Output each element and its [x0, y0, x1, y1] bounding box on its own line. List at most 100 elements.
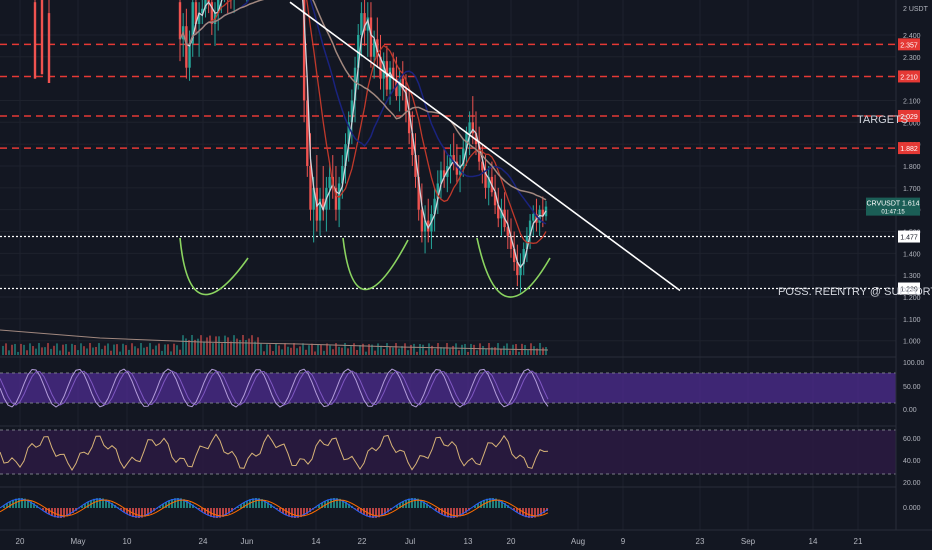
candle-body [497, 205, 500, 219]
candle-body [487, 176, 490, 188]
countdown-label: 01:47:15 [881, 210, 905, 216]
volume-bar [401, 346, 403, 355]
volume-bar [59, 350, 61, 355]
volume-bar [287, 346, 289, 355]
volume-bar [380, 345, 382, 355]
horizontal-levels[interactable] [0, 43, 896, 290]
rsi-line [0, 433, 549, 471]
macd-histogram-bar [231, 508, 233, 512]
macd-histogram-bar [462, 508, 464, 515]
macd-histogram-bar [150, 508, 152, 514]
macd-histogram-bar [96, 498, 98, 508]
candle-body [347, 122, 350, 145]
volume-bars [0, 329, 549, 355]
candle-body [207, 0, 210, 3]
time-axis[interactable]: 20 May 10 24 Jun 14 22 Jul 13 20 Aug 9 23 Sep 14 21 [16, 537, 863, 546]
volume-bar [491, 347, 493, 355]
volume-bar [98, 343, 100, 355]
candle-body [388, 67, 392, 90]
macd-histogram-bar [222, 508, 224, 517]
candle-body [185, 26, 188, 68]
volume-bar [512, 344, 514, 355]
volume-bar [269, 344, 271, 355]
candle-body [322, 198, 325, 210]
macd-histogram-bar [105, 499, 107, 508]
volume-bar [464, 343, 466, 355]
macd-histogram-bar [123, 508, 125, 513]
volume-bar [320, 344, 322, 355]
candle-body [328, 176, 331, 188]
volume-bar [122, 343, 124, 355]
macd-histogram-bar [528, 508, 530, 518]
macd-histogram-bar [330, 498, 332, 508]
indicator-tick-label: 100.00 [903, 360, 925, 367]
macd-histogram-bar [3, 505, 5, 508]
candle-body [411, 133, 414, 156]
macd-histogram-bar [435, 508, 437, 511]
candle-body [484, 170, 487, 188]
volume-bar [317, 344, 319, 355]
macd-histogram-bar [285, 508, 287, 516]
macd-histogram-bar [189, 502, 191, 508]
support-label-box [898, 230, 920, 243]
volume-bar [266, 344, 268, 355]
volume-bar [461, 344, 463, 355]
macd-histogram-bar [72, 508, 74, 513]
macd-histogram-bar [357, 508, 359, 511]
macd-histogram-bar [477, 503, 479, 508]
price-tick-label: 1.000 [903, 339, 921, 346]
candle-body [350, 100, 354, 123]
candle-body [40, 0, 44, 75]
right-shoulder-arc [476, 237, 551, 298]
macd-histogram-bar [348, 503, 350, 508]
candle-body [357, 34, 360, 68]
volume-bar [65, 344, 67, 355]
macd-histogram-bar [174, 498, 176, 508]
volume-bar [137, 348, 139, 355]
macd-histogram-bar [384, 508, 386, 515]
volume-bar [356, 349, 358, 355]
volume-bar [353, 343, 355, 355]
volume-bar [233, 335, 235, 355]
volume-bar [104, 345, 106, 355]
volume-bar [164, 344, 166, 355]
macd-histogram-bar [465, 508, 467, 513]
macd-histogram-bar [291, 508, 293, 518]
macd-histogram-bar [171, 499, 173, 508]
candle-body [541, 209, 545, 217]
volume-bar [338, 346, 340, 355]
trendline[interactable] [289, 1, 681, 292]
macd-histogram-bar [456, 508, 458, 518]
volume-bar [149, 343, 151, 355]
candle-body [512, 248, 516, 263]
price-tick-label: 1.700 [903, 186, 921, 193]
indicator-tick-label: 40.00 [903, 458, 921, 465]
volume-bar [344, 343, 346, 355]
macd-histogram-bar [495, 498, 497, 508]
candle-body [449, 155, 452, 166]
volume-bar [395, 343, 397, 355]
volume-bar [299, 346, 301, 355]
ma-long-line [179, 0, 547, 201]
target-label: 1.882 [900, 146, 918, 153]
volume-bar [47, 343, 49, 355]
macd-histogram-bar [69, 508, 71, 515]
volume-ma [0, 329, 549, 351]
macd-histogram-bar [57, 508, 59, 518]
price-tick-label: 1.400 [903, 251, 921, 258]
time-tick-label: 14 [809, 537, 818, 546]
volume-bar [278, 345, 280, 355]
volume-bar [83, 346, 85, 355]
macd-histogram-bar [180, 498, 182, 508]
volume-bar [173, 343, 175, 355]
target-label-box [898, 38, 920, 51]
volume-bar [56, 343, 58, 355]
volume-bar [44, 347, 46, 355]
volume-bar [455, 343, 457, 355]
macd-histogram-bar [372, 508, 374, 518]
volume-bar [227, 337, 229, 355]
volume-bar [161, 350, 163, 355]
candle-body [395, 78, 398, 97]
indicator-tick-label: 0.00 [903, 407, 917, 414]
